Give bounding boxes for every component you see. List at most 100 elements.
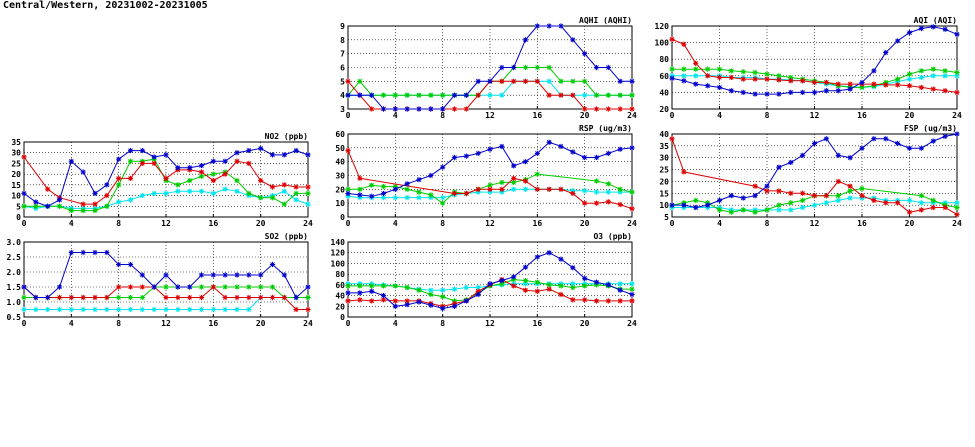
x-tick-label: 8 [440,319,445,328]
y-tick-label: 100 [655,39,670,48]
data-point [906,83,913,89]
data-point [116,182,122,188]
data-point [210,284,216,290]
data-point [895,38,901,44]
data-point [33,199,39,205]
data-point [80,201,86,207]
data-point [293,294,299,301]
data-point [416,287,422,293]
data-point [629,92,635,98]
data-point [835,178,841,185]
chart-so2: 0 4 8 12 16 20 24 0.5 1.0 1.5 2.0 2.5 3.0 SO2 (ppb) [7,232,313,328]
y-tick-label: 4 [340,91,345,100]
data-point [617,189,623,195]
data-point [380,297,387,303]
data-point [357,186,363,192]
data-point [428,287,434,293]
data-point [740,76,746,82]
data-point [210,272,216,278]
data-point [895,200,901,206]
y-tick-label: 2.0 [7,268,22,277]
data-point [80,169,86,175]
data-point [416,195,422,201]
data-point [593,64,600,71]
data-point [942,68,948,74]
data-point [511,179,517,186]
data-point [617,287,623,293]
data-point [811,202,818,208]
x-tick-label: 16 [533,219,543,228]
data-point [499,78,505,84]
data-point [605,150,611,156]
x-tick-label: 0 [22,319,27,328]
y-tick-label: 20 [659,177,669,186]
x-tick-label: 24 [952,111,962,120]
data-point [269,195,276,201]
y-tick-label: 30 [11,149,21,158]
data-point [116,175,122,182]
data-point [234,294,240,301]
data-point [487,78,493,84]
data-point [187,165,193,171]
data-point [269,294,276,301]
data-point [499,277,505,284]
y-tick-label: 60 [335,130,345,139]
data-point [175,284,181,290]
data-point [954,204,960,211]
data-point [906,145,913,151]
data-point [258,284,264,290]
data-point [788,74,794,81]
data-point [80,306,86,313]
page-title: Central/Western, 20231002-20231005 [3,0,208,11]
data-point [800,89,806,95]
y-tick-label: 10 [659,201,669,210]
data-point [463,153,469,159]
y-tick-label: 1.0 [7,298,22,307]
data-point [222,272,228,278]
data-point [392,92,398,98]
data-point [175,294,181,301]
data-point [705,83,711,89]
x-tick-label: 12 [485,319,495,328]
data-point [305,306,311,313]
data-point [281,188,287,194]
data-point [258,294,264,301]
data-point [811,89,818,95]
data-point [776,164,782,170]
data-point [392,195,398,201]
data-point [163,175,169,182]
data-point [546,186,552,192]
data-point [175,182,181,188]
data-point [558,23,564,29]
data-point [582,283,588,289]
data-point [522,186,529,192]
data-point [930,66,936,72]
data-point [669,136,675,142]
x-tick-label: 4 [393,219,398,228]
series-blue [21,249,311,301]
data-point [582,78,588,84]
data-point [404,106,410,112]
data-point [56,197,63,203]
data-point [21,294,27,301]
data-point [369,193,375,199]
data-point [281,182,287,188]
data-point [345,78,351,84]
y-tick-label: 25 [659,166,669,175]
data-point [428,106,434,112]
data-point [380,106,387,112]
data-point [222,158,228,164]
x-tick-label: 16 [209,319,219,328]
data-point [788,200,794,206]
data-point [104,306,110,313]
data-point [187,188,193,194]
data-point [487,189,493,195]
data-point [305,184,311,190]
data-point [198,188,205,194]
series-blue [345,139,635,199]
y-tick-label: 2.5 [7,253,22,262]
data-point [593,92,600,98]
data-point [906,71,913,77]
data-point [392,186,398,192]
